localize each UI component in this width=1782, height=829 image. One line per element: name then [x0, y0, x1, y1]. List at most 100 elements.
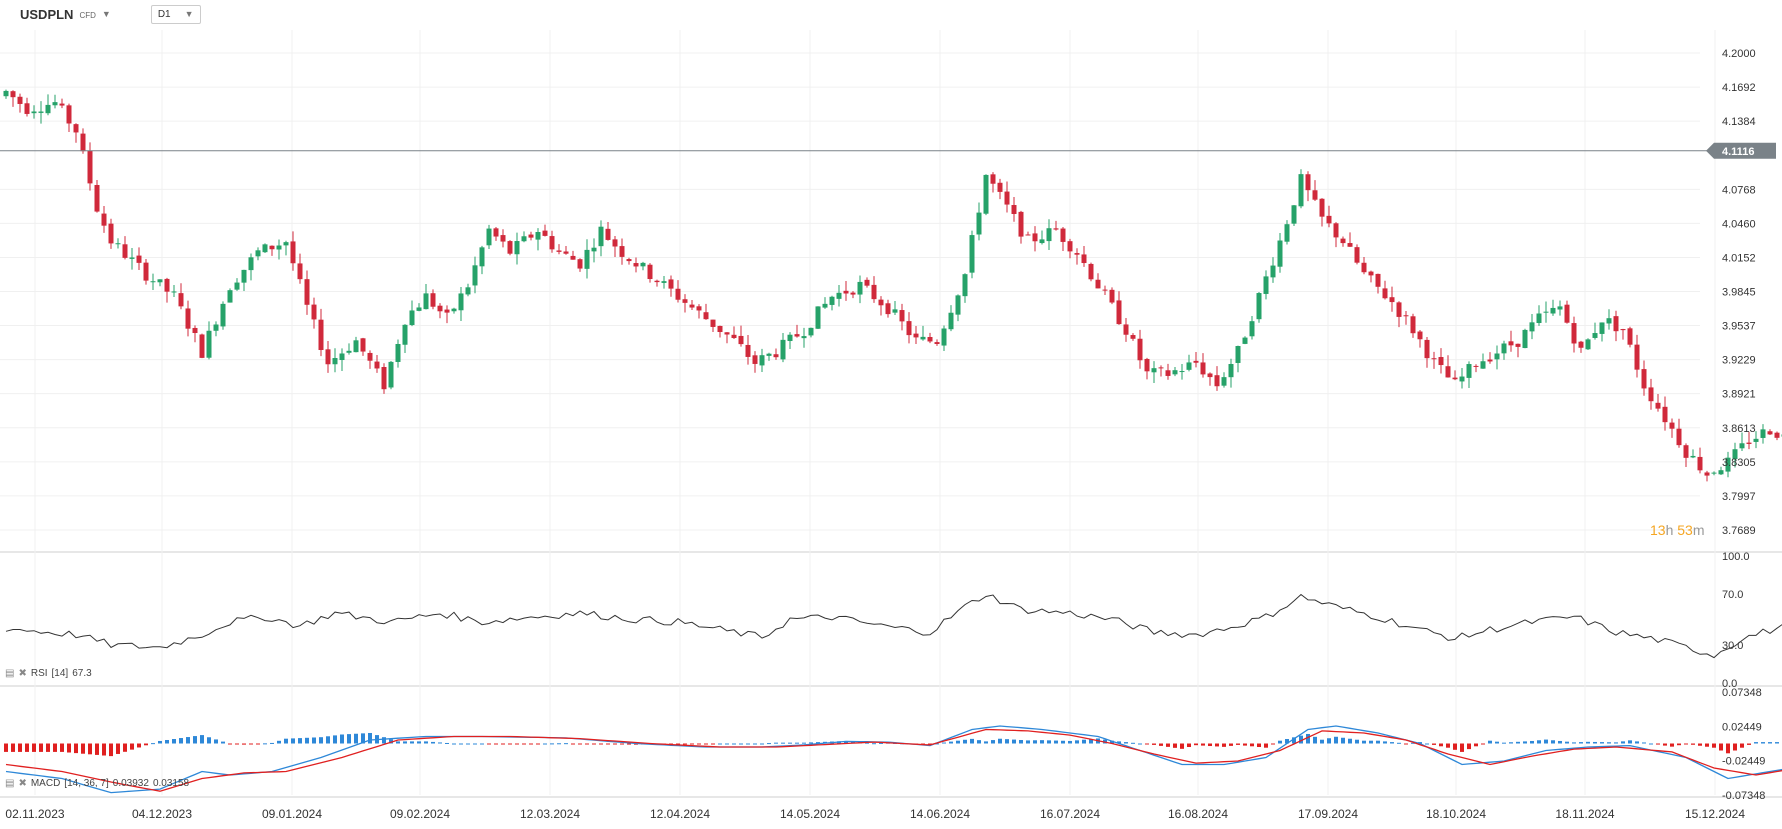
- candle-body: [1341, 239, 1346, 243]
- candle-body: [74, 124, 79, 132]
- macd-histogram-bar: [249, 744, 253, 745]
- macd-histogram-bar: [1376, 741, 1380, 744]
- candle-body: [1047, 228, 1052, 241]
- candle-body: [557, 250, 562, 251]
- candle-body: [641, 263, 646, 266]
- candle-body: [487, 229, 492, 246]
- candle-body: [214, 325, 219, 331]
- macd-histogram-bar: [998, 739, 1002, 744]
- macd-histogram-bar: [410, 741, 414, 743]
- macd-histogram-bar: [1600, 742, 1604, 743]
- macd-histogram-bar: [1166, 744, 1170, 747]
- candle-body: [1481, 361, 1486, 368]
- candle-body: [1558, 306, 1563, 309]
- candle-body: [1656, 403, 1661, 409]
- candle-body: [1642, 369, 1647, 388]
- macd-histogram-bar: [501, 744, 505, 745]
- macd-histogram-bar: [1138, 744, 1142, 745]
- candle-body: [802, 336, 807, 338]
- candle-body: [179, 293, 184, 306]
- macd-signal-line: [6, 718, 1782, 791]
- y-tick-label: 3.8613: [1722, 423, 1756, 435]
- candle-body: [1698, 457, 1703, 470]
- settings-icon[interactable]: ▤: [5, 778, 14, 789]
- close-icon[interactable]: ✖: [18, 778, 26, 789]
- macd-histogram-bar: [1222, 744, 1226, 747]
- macd-histogram-bar: [1656, 744, 1660, 745]
- candle-body: [991, 174, 996, 183]
- macd-histogram-bar: [1775, 742, 1779, 743]
- candle-body: [515, 241, 520, 254]
- symbol-chevron-down-icon[interactable]: ▼: [102, 9, 111, 19]
- macd-histogram-bar: [263, 743, 267, 744]
- macd-histogram-bar: [942, 743, 946, 744]
- candle-body: [438, 306, 443, 312]
- macd-histogram-bar: [515, 744, 519, 745]
- candle-body: [137, 256, 142, 263]
- candle-body: [123, 244, 128, 258]
- candle-body: [102, 214, 107, 226]
- settings-icon[interactable]: ▤: [5, 668, 14, 679]
- candle-body: [893, 309, 898, 312]
- macd-histogram-bar: [466, 744, 470, 745]
- candle-body: [536, 232, 541, 240]
- macd-histogram-bar: [557, 743, 561, 744]
- grid: [0, 30, 1782, 797]
- macd-histogram-bar: [1264, 744, 1268, 748]
- candle-body: [1740, 443, 1745, 448]
- candle-body: [1586, 339, 1591, 349]
- macd-histogram-bar: [1271, 744, 1275, 745]
- close-icon[interactable]: ✖: [18, 668, 26, 679]
- candle-body: [284, 242, 289, 245]
- macd-histogram-bar: [795, 743, 799, 744]
- candle-body: [1572, 323, 1577, 343]
- macd-name: MACD: [31, 778, 60, 789]
- symbol-name[interactable]: USDPLN: [20, 7, 73, 22]
- macd-histogram-bar: [284, 739, 288, 744]
- candle-body: [1208, 373, 1213, 377]
- macd-label: ▤ ✖ MACD [14, 36, 7] 0.03932 0.03158: [5, 778, 189, 789]
- macd-histogram-bar: [1544, 740, 1548, 744]
- macd-histogram-bar: [298, 738, 302, 743]
- candle-body: [1068, 241, 1073, 251]
- countdown-minutes: 53: [1677, 522, 1693, 538]
- candle-body: [956, 295, 961, 314]
- macd-histogram-bar: [1453, 744, 1457, 750]
- candle-body: [613, 239, 618, 246]
- candle-body: [1663, 407, 1668, 422]
- candle-body: [648, 265, 653, 279]
- macd-histogram-bar: [319, 737, 323, 743]
- y-tick-label: 3.7997: [1722, 491, 1756, 503]
- x-tick-label: 09.02.2024: [390, 807, 450, 821]
- candle-body: [1026, 234, 1031, 235]
- candle-body: [1201, 362, 1206, 374]
- macd-histogram-bar: [312, 737, 316, 743]
- macd-histogram-bar: [725, 744, 729, 745]
- macd-histogram-bar: [1397, 743, 1401, 744]
- macd-histogram-bar: [53, 744, 57, 752]
- candle-body: [1117, 300, 1122, 324]
- macd-histogram-bar: [235, 744, 239, 745]
- timeframe-select[interactable]: D1 ▼: [151, 5, 201, 24]
- macd-histogram-bar: [718, 744, 722, 745]
- macd-tick-label: 0.02449: [1722, 721, 1762, 733]
- macd-histogram-bar: [1019, 740, 1023, 744]
- candle-body: [1495, 354, 1500, 360]
- macd-histogram-bar: [487, 744, 491, 745]
- macd-histogram-bar: [1243, 744, 1247, 746]
- macd-histogram-bar: [417, 741, 421, 743]
- rsi-tick-label: 100.0: [1722, 551, 1750, 563]
- macd-histogram-bar: [81, 744, 85, 754]
- candle-body: [319, 320, 324, 350]
- candle-body: [921, 337, 926, 340]
- candle-body: [977, 213, 982, 235]
- macd-histogram-bar: [1047, 740, 1051, 743]
- candle-body: [347, 351, 352, 353]
- candle-body: [235, 283, 240, 290]
- candle-body: [1705, 472, 1710, 475]
- macd-histogram-bar: [1754, 742, 1758, 743]
- macd-histogram-bar: [1481, 744, 1485, 745]
- candle-body: [1775, 433, 1780, 438]
